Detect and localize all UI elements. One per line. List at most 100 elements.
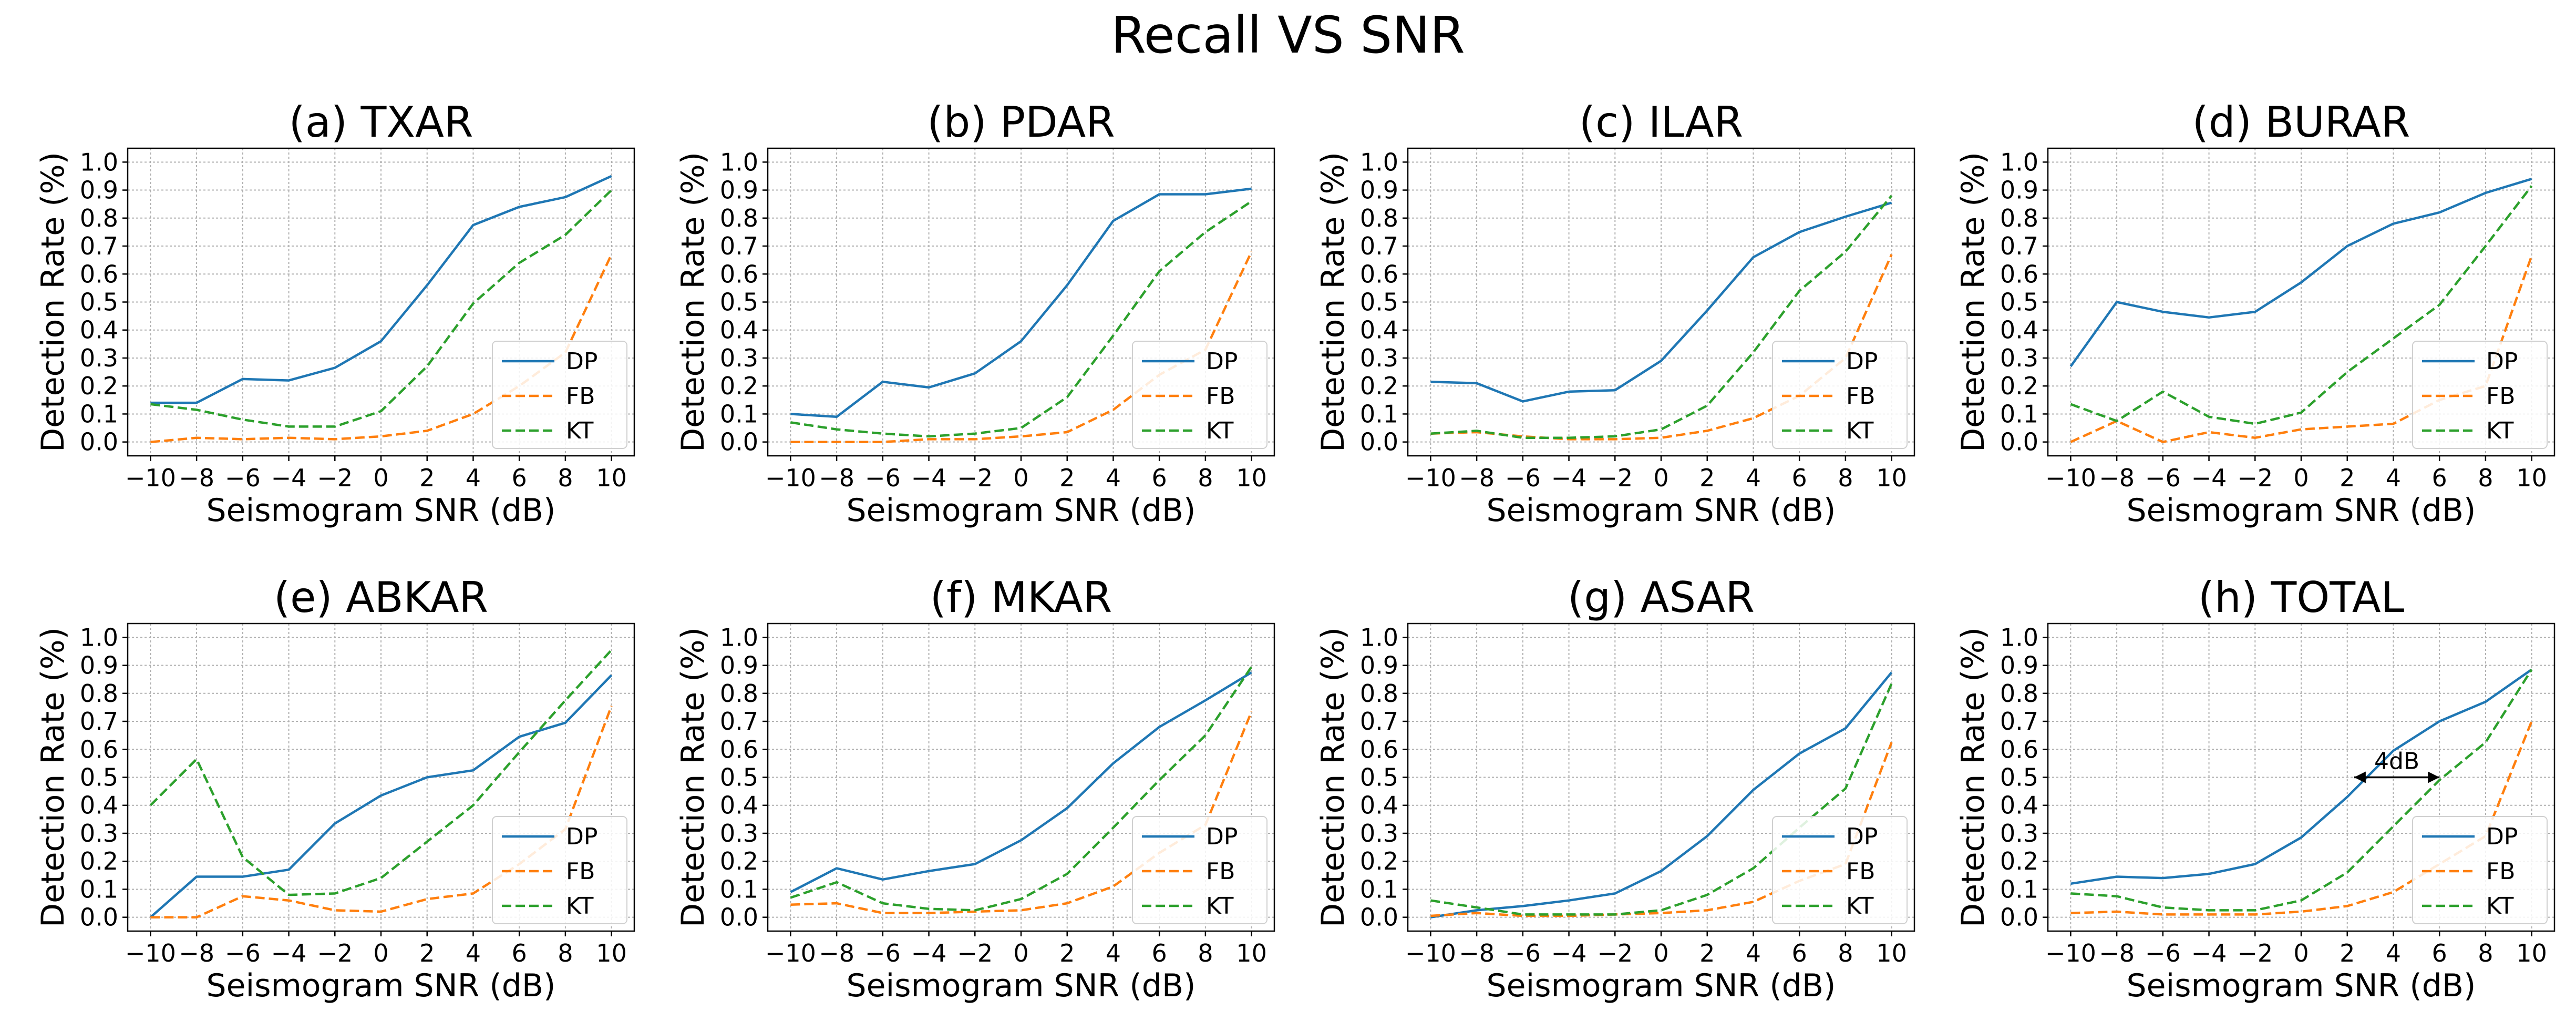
x-tick-label: −8 bbox=[2099, 939, 2135, 967]
x-tick-label: −4 bbox=[911, 939, 947, 967]
y-tick-label: 1.0 bbox=[2000, 623, 2038, 651]
x-tick-label: −8 bbox=[819, 939, 854, 967]
axes-frame bbox=[1407, 622, 1915, 932]
annotation-arrow: 4dB bbox=[2354, 748, 2440, 783]
y-tick-label: 0.5 bbox=[1360, 763, 1398, 792]
x-tick-label: 6 bbox=[512, 464, 527, 492]
x-tick-label: 10 bbox=[1236, 464, 1267, 492]
panel-title: (c) ILAR bbox=[1579, 98, 1743, 147]
chart-panel-8: (h) TOTAL0.00.10.20.30.40.50.60.70.80.91… bbox=[1955, 573, 2556, 1004]
y-tick-label: 0.9 bbox=[2000, 651, 2038, 680]
y-tick-label: 0.8 bbox=[2000, 204, 2038, 232]
x-tick-label: −2 bbox=[317, 464, 353, 492]
x-tick-label: −2 bbox=[1597, 939, 1633, 967]
legend: DP FB KT bbox=[1132, 341, 1268, 449]
legend-label: KT bbox=[566, 893, 593, 920]
y-tick-label: 0.0 bbox=[80, 903, 118, 932]
y-tick-label: 0.4 bbox=[2000, 316, 2038, 344]
y-tick-label: 0.5 bbox=[80, 288, 118, 316]
x-tick-label: 0 bbox=[373, 464, 388, 492]
y-tick-label: 0.3 bbox=[2000, 344, 2038, 372]
x-axis-label: Seismogram SNR (dB) bbox=[207, 967, 556, 1004]
panel-title: (f) MKAR bbox=[930, 573, 1112, 622]
x-tick-label: 0 bbox=[1653, 464, 1668, 492]
panel-title: (e) ABKAR bbox=[274, 573, 488, 622]
y-tick-label: 0.3 bbox=[720, 344, 758, 372]
y-tick-label: 0.8 bbox=[720, 204, 758, 232]
y-tick-label: 0.1 bbox=[720, 875, 758, 903]
x-tick-label: −8 bbox=[179, 939, 214, 967]
x-tick-label: 10 bbox=[1876, 939, 1907, 967]
y-tick-label: 0.9 bbox=[720, 651, 758, 680]
legend-box bbox=[1772, 341, 1908, 449]
y-tick-label: 0.8 bbox=[1360, 204, 1398, 232]
series-line-kt bbox=[2070, 669, 2533, 912]
legend-box bbox=[1132, 816, 1268, 924]
legend-label: KT bbox=[2486, 893, 2513, 920]
y-tick-label: 1.0 bbox=[80, 148, 118, 176]
y-axis-label: Detection Rate (%) bbox=[35, 627, 71, 927]
x-tick-label: −2 bbox=[2237, 939, 2273, 967]
x-tick-label: 8 bbox=[558, 464, 573, 492]
x-tick-label: 0 bbox=[1013, 464, 1028, 492]
y-tick-label: 1.0 bbox=[720, 623, 758, 651]
x-tick-label: 6 bbox=[2432, 464, 2447, 492]
x-tick-label: −10 bbox=[2045, 464, 2096, 492]
x-tick-label: −6 bbox=[1505, 939, 1541, 967]
x-tick-label: −2 bbox=[2237, 464, 2273, 492]
panel-title: (b) PDAR bbox=[927, 98, 1115, 147]
y-tick-label: 1.0 bbox=[1360, 148, 1398, 176]
y-tick-label: 0.9 bbox=[80, 176, 118, 205]
legend: DP FB KT bbox=[1772, 341, 1908, 449]
y-tick-label: 0.7 bbox=[1360, 707, 1398, 736]
y-tick-label: 0.3 bbox=[720, 819, 758, 848]
series-line-dp bbox=[150, 175, 612, 404]
x-tick-label: 10 bbox=[596, 939, 627, 967]
x-tick-label: 2 bbox=[2340, 939, 2355, 967]
annotation-label: 4dB bbox=[2374, 748, 2419, 775]
y-tick-label: 0.1 bbox=[1360, 875, 1398, 903]
y-tick-label: 0.9 bbox=[1360, 651, 1398, 680]
x-tick-label: −4 bbox=[1551, 464, 1587, 492]
x-axis-label: Seismogram SNR (dB) bbox=[847, 967, 1196, 1004]
panels: (a) TXAR0.00.10.20.30.40.50.60.70.80.91.… bbox=[35, 98, 2556, 1004]
x-tick-label: 0 bbox=[1013, 939, 1028, 967]
chart-panel-6: (f) MKAR 0.00.10.20.30.40.50.60.70.80.91.… bbox=[675, 573, 1275, 1004]
y-axis-label: Detection Rate (%) bbox=[675, 627, 712, 927]
x-tick-label: −6 bbox=[225, 939, 261, 967]
y-tick-label: 0.3 bbox=[2000, 819, 2038, 848]
y-tick-label: 0.1 bbox=[1360, 400, 1398, 428]
x-axis-label: Seismogram SNR (dB) bbox=[2127, 967, 2476, 1004]
y-tick-label: 0.6 bbox=[2000, 260, 2038, 288]
legend-box bbox=[492, 816, 627, 924]
axes-frame bbox=[127, 622, 635, 932]
legend-label: KT bbox=[1846, 417, 1873, 444]
chart-panel-4: (d) BURAR0.00.10.20.30.40.50.60.70.80.91… bbox=[1955, 98, 2556, 529]
x-tick-label: −4 bbox=[2191, 939, 2227, 967]
axes-frame bbox=[127, 147, 635, 457]
legend: DP FB KT bbox=[1132, 816, 1268, 924]
y-tick-label: 0.5 bbox=[2000, 763, 2038, 792]
series-line-dp bbox=[790, 671, 1252, 893]
y-tick-label: 0.2 bbox=[720, 847, 758, 875]
y-tick-label: 0.2 bbox=[2000, 847, 2038, 875]
legend-label: FB bbox=[566, 858, 595, 885]
legend-label: KT bbox=[1206, 893, 1233, 920]
x-axis-label: Seismogram SNR (dB) bbox=[1487, 492, 1836, 529]
series-line-dp bbox=[1430, 201, 1892, 403]
x-tick-label: −6 bbox=[225, 464, 261, 492]
legend-label: KT bbox=[1206, 417, 1233, 444]
series-line-dp bbox=[1430, 671, 1893, 918]
axes-frame bbox=[767, 147, 1275, 457]
y-tick-label: 1.0 bbox=[80, 623, 118, 651]
x-tick-label: −6 bbox=[865, 464, 901, 492]
y-tick-label: 0.3 bbox=[1360, 819, 1398, 848]
legend: DP FB KT bbox=[2412, 341, 2548, 449]
x-tick-label: −8 bbox=[179, 464, 214, 492]
y-axis-label: Detection Rate (%) bbox=[1315, 152, 1352, 452]
y-tick-label: 0.4 bbox=[720, 791, 758, 820]
series-line-dp bbox=[790, 187, 1252, 418]
y-tick-label: 0.0 bbox=[720, 428, 758, 456]
legend-label: DP bbox=[2486, 348, 2518, 375]
